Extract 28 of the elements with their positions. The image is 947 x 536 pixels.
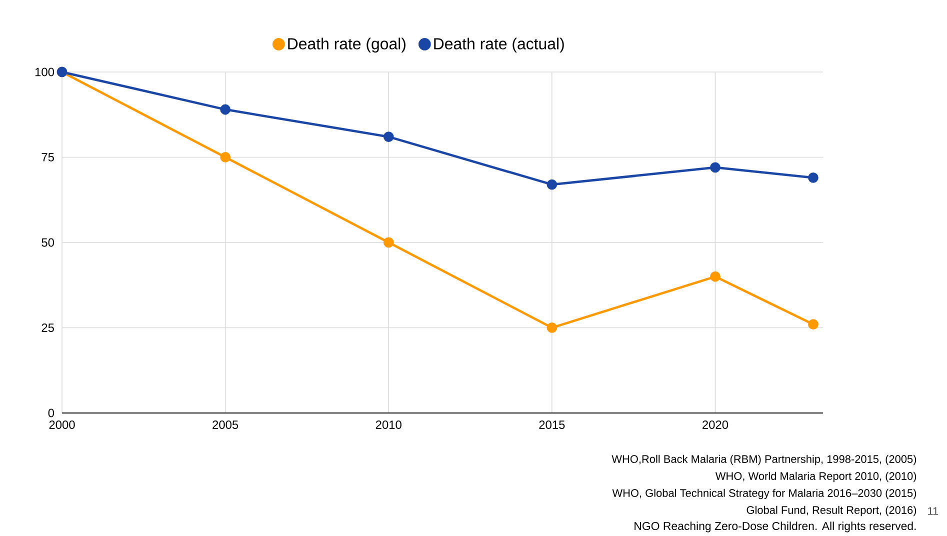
x-tick-label: 2005	[212, 420, 238, 429]
point	[546, 179, 558, 190]
point	[383, 132, 394, 142]
text: WHO, World Malaria Report 2010, (2010)	[715, 472, 916, 482]
text: Global Fund, Result Report, (2016)	[746, 506, 916, 516]
legend-label: Death rate (goal)	[288, 38, 406, 53]
point	[220, 152, 231, 162]
y-tick-label: 25	[42, 324, 54, 332]
x-tick-label: 2000	[49, 420, 75, 429]
text: NGO Reaching Zero-Dose Children. All rights reserved.	[634, 522, 916, 532]
y-tick-label: 50	[42, 238, 54, 247]
point	[808, 172, 818, 183]
text: WHO,Roll Back Malaria (RBM) Partnership, 1998-2015, (2005)	[612, 454, 916, 466]
text: WHO, Global Technical Strategy for Malaria 2016–2030 (2015)	[612, 488, 916, 500]
x-tick-label: 2010	[376, 420, 402, 429]
point	[220, 104, 231, 115]
y-tick-label: 100	[35, 68, 54, 76]
text: 11	[928, 507, 938, 515]
legend-label: Death rate (actual)	[434, 38, 564, 53]
point	[546, 322, 558, 333]
y-tick-label: 0	[48, 408, 54, 418]
point	[808, 319, 818, 330]
point	[710, 271, 720, 282]
y-tick-label: 75	[42, 153, 54, 162]
x-tick-label: 2015	[539, 420, 565, 429]
point	[710, 162, 720, 173]
x-tick-label: 2020	[702, 420, 728, 429]
point	[383, 237, 394, 248]
